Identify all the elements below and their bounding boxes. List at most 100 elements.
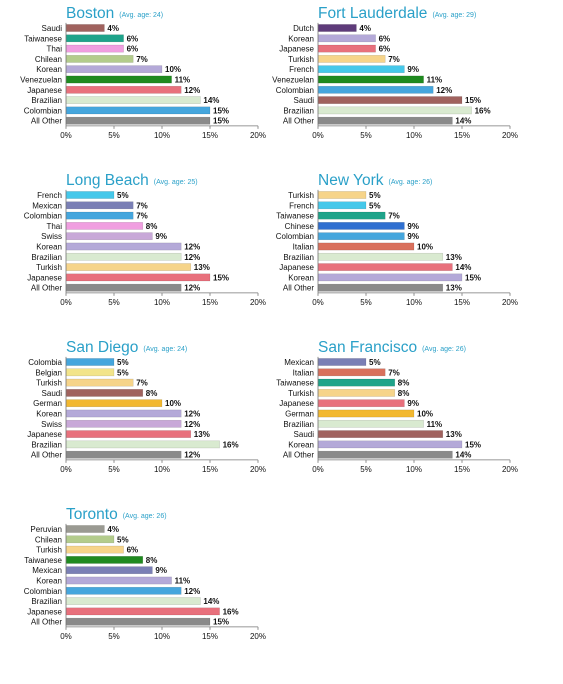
x-tick-label: 20% — [502, 131, 518, 140]
bar — [65, 263, 192, 271]
category-label: Mexican — [284, 358, 314, 367]
bar-row-japanese: Japanese 14% — [279, 263, 471, 272]
bar-row-thai: Thai 6% — [46, 45, 138, 54]
bar — [65, 232, 153, 241]
bar-row-chinese: Chinese 9% — [285, 222, 419, 231]
category-label: Colombian — [276, 232, 314, 241]
value-label: 6% — [379, 45, 391, 54]
bar — [317, 222, 405, 230]
category-label: Peruvian — [30, 525, 62, 534]
value-label: 12% — [184, 86, 200, 95]
chart-long-beach: Long Beach (Avg. age: 25) French 5% Mexican 7… — [24, 172, 266, 307]
value-label: 7% — [136, 379, 148, 388]
bar — [317, 368, 386, 377]
bar-row-belgian: Belgian 5% — [35, 368, 128, 377]
bar — [317, 263, 453, 271]
value-label: 4% — [107, 24, 119, 33]
category-label: Swiss — [41, 232, 62, 241]
category-label: German — [33, 399, 62, 408]
category-label: Dutch — [293, 24, 314, 33]
bar-row-turkish: Turkish 8% — [288, 389, 409, 398]
x-tick-label: 5% — [360, 465, 372, 474]
category-label: Korean — [36, 243, 62, 252]
bar-row-mexican: Mexican 7% — [32, 201, 148, 210]
value-label: 9% — [155, 232, 167, 241]
bar — [65, 55, 134, 63]
bar-row-japanese: Japanese 15% — [27, 273, 229, 282]
category-label: Brazilian — [283, 420, 314, 429]
bar — [65, 65, 163, 74]
category-label: Colombia — [28, 358, 62, 367]
category-label: Turkish — [36, 263, 62, 272]
category-label: Taiwanese — [24, 556, 62, 565]
x-tick-label: 10% — [154, 465, 170, 474]
bar — [65, 201, 134, 210]
category-label: Taiwanese — [276, 212, 314, 221]
bar — [65, 576, 172, 585]
category-label: All Other — [31, 117, 62, 126]
bar — [65, 556, 144, 564]
bar — [317, 409, 415, 418]
value-label: 12% — [184, 420, 200, 429]
x-tick-label: 20% — [250, 465, 266, 474]
x-tick-label: 5% — [360, 131, 372, 140]
bar-row-all-other: All Other 12% — [31, 284, 200, 293]
value-label: 5% — [369, 191, 381, 200]
bar-row-dutch: Dutch 4% — [293, 24, 371, 33]
category-label: Brazilian — [31, 440, 62, 449]
bar — [317, 85, 434, 94]
value-label: 6% — [127, 45, 139, 54]
category-label: Chilean — [35, 55, 62, 64]
bar — [317, 389, 396, 397]
x-tick-label: 5% — [108, 131, 120, 140]
chart-subtitle: (Avg. age: 29) — [432, 12, 476, 19]
category-label: Brazilian — [31, 96, 62, 105]
category-label: All Other — [283, 284, 314, 293]
category-label: Colombian — [24, 587, 62, 596]
bar — [65, 399, 163, 408]
category-label: Mexican — [32, 201, 62, 210]
bar — [65, 586, 182, 595]
value-label: 8% — [398, 389, 410, 398]
x-tick-label: 20% — [250, 298, 266, 307]
chart-title: Long Beach — [66, 172, 149, 189]
chart-san-francisco: San Francisco (Avg. age: 26)Mexican 5%Ital… — [276, 339, 518, 474]
bar-row-korean: Korean 12% — [36, 243, 200, 252]
x-tick-label: 5% — [360, 298, 372, 307]
value-label: 10% — [417, 410, 433, 419]
value-label: 7% — [388, 368, 400, 377]
category-label: Belgian — [35, 368, 62, 377]
category-label: Chilean — [35, 535, 62, 544]
value-label: 12% — [184, 451, 200, 460]
value-label: 13% — [446, 284, 462, 293]
value-label: 8% — [146, 222, 158, 231]
bar — [65, 368, 115, 377]
x-tick-label: 15% — [202, 632, 218, 641]
bar — [65, 252, 182, 261]
bar-row-french: French 5% — [37, 191, 128, 200]
bar-row-japanese: Japanese 12% — [27, 86, 200, 95]
bar-row-japanese: Japanese 6% — [279, 45, 390, 54]
category-label: Mexican — [32, 566, 62, 575]
category-label: Italian — [293, 368, 314, 377]
category-label: Korean — [288, 34, 314, 43]
bar-row-colombian: Colombian 12% — [276, 86, 452, 95]
bar-row-japanese: Japanese 9% — [279, 399, 419, 408]
value-label: 7% — [388, 212, 400, 221]
bar-row-all-other: All Other 15% — [31, 618, 229, 627]
chart-subtitle: (Avg. age: 24) — [143, 346, 187, 353]
bar-row-taiwanese: Taiwanese 7% — [276, 212, 400, 221]
x-tick-label: 10% — [406, 298, 422, 307]
bar-row-french: French 9% — [289, 65, 419, 74]
category-label: Thai — [46, 45, 62, 54]
x-tick-label: 20% — [250, 632, 266, 641]
bar-row-brazilian: Brazilian 13% — [283, 253, 462, 262]
bar-row-chilean: Chilean 5% — [35, 535, 129, 544]
bar — [65, 358, 115, 366]
bar-row-japanese: Japanese 16% — [27, 607, 238, 616]
value-label: 14% — [455, 117, 471, 126]
bar — [65, 378, 134, 387]
bar — [317, 242, 415, 251]
bar — [317, 232, 405, 241]
